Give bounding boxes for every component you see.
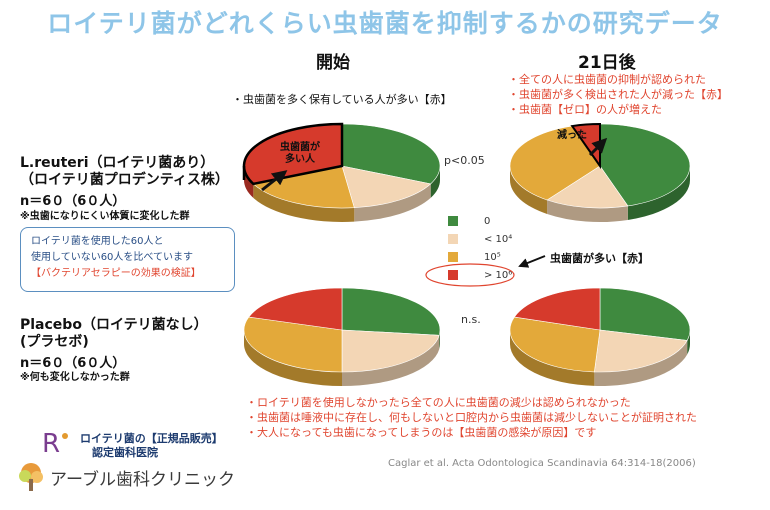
pie-label-many-1: 多い人 — [285, 152, 316, 165]
bottom-note-2: ・虫歯菌は唾液中に存在し、何もしないと口腔内から虫歯菌は減少しないことが証明され… — [246, 411, 697, 424]
group-reuteri-n: n＝6０（6０人） — [20, 194, 126, 209]
pie-label-decreased: 減った — [557, 128, 587, 141]
pie-slice-1-0 — [599, 123, 691, 207]
pie-slice-3-0 — [599, 287, 691, 341]
brand-line1: ロイテリ菌の【正規品販売】 — [80, 432, 223, 445]
group-placebo-n: n＝6０（6０人） — [20, 356, 126, 371]
pie-side-3-2 — [510, 330, 595, 386]
brand-line2: 認定歯科医院 — [92, 446, 158, 459]
tree-logo-icon — [19, 463, 43, 491]
legend-highlight-ellipse — [425, 263, 515, 287]
pie-slice-0-2 — [252, 165, 355, 209]
svg-text:R: R — [42, 429, 60, 459]
highlight-outline-many — [242, 122, 344, 186]
arrow-legend-icon — [518, 255, 546, 268]
column-head-day21: 21日後 — [578, 53, 636, 73]
group-reuteri-name: L.reuteri（ロイテリ菌あり） — [20, 155, 215, 171]
callout-line1: ロイテリ菌を使用した60人と — [31, 236, 164, 247]
bottom-note-1: ・ロイテリ菌を使用しなかったら全ての人に虫歯菌の減少は認められなかった — [246, 396, 631, 409]
legend-swatch-2 — [448, 252, 458, 262]
legend-label-0: 0 — [484, 215, 491, 227]
page-title: ロイテリ菌がどれくらい虫歯菌を抑制するかの研究データ — [47, 9, 723, 38]
legend-label-2: 10⁵ — [484, 251, 501, 263]
callout-line2: 使用していない60人を比べています — [31, 252, 194, 263]
pie-slice-1-2 — [509, 125, 601, 201]
pie-side-0-3 — [244, 166, 254, 198]
legend-label-3: > 10⁶ — [484, 269, 513, 281]
legend-item: < 10⁴ — [448, 232, 512, 246]
note-day21-2: ・虫歯菌が多く検出された人が減った【赤】 — [508, 88, 728, 101]
legend-swatch-0 — [448, 216, 458, 226]
highlight-outline-decreased — [570, 122, 601, 170]
legend-swatch-3 — [448, 270, 458, 280]
clinic-name: アーブル歯科クリニック — [50, 470, 235, 490]
group-placebo-sub: (プラセボ) — [20, 334, 89, 350]
pie-side-1-2 — [510, 166, 548, 214]
legend-item: > 10⁶ — [448, 268, 512, 282]
callout-line3: 【バクテリアセラピーの効果の検証】 — [31, 268, 201, 279]
stat-placebo: n.s. — [461, 313, 481, 326]
brand-label: ロイテリ菌の【正規品販売】 認定歯科医院 — [80, 432, 223, 460]
comparison-callout: ロイテリ菌を使用した60人と 使用していない60人を比べています 【バクテリアセ… — [20, 227, 235, 292]
group-reuteri-strain: （ロイテリ菌プロデンティス株） — [20, 172, 229, 188]
column-head-start: 開始 — [316, 53, 350, 73]
pie-side-1-1 — [547, 199, 628, 222]
pie-slice-2-3 — [248, 287, 343, 331]
pie-side-3-1 — [594, 340, 688, 386]
group-placebo-note: ※何も変化しなかった群 — [20, 372, 130, 383]
pie-slice-2-2 — [243, 316, 343, 373]
pie-slice-3-3 — [513, 287, 601, 331]
pie-side-0-0 — [430, 166, 440, 198]
pie-side-0-2 — [253, 183, 355, 222]
pie-slice-2-1 — [341, 329, 440, 373]
pie-side-2-2 — [244, 330, 342, 386]
pie-slice-0-1 — [341, 165, 432, 208]
pie-slice-0-0 — [341, 123, 441, 185]
legend-label-1: < 10⁴ — [484, 233, 513, 245]
bottom-note-3: ・大人になっても虫歯になってしまうのは【虫歯菌の感染が原因】です — [246, 426, 597, 439]
pie-label-many-0: 虫歯菌が — [280, 140, 321, 153]
arrow-decreased-icon — [588, 137, 608, 157]
pie-slice-3-2 — [509, 316, 601, 373]
note-day21-3: ・虫歯菌【ゼロ】の人が増えた — [508, 103, 662, 116]
legend-arrow-note: 虫歯菌が多い【赤】 — [550, 252, 649, 265]
arrow-many-icon — [261, 170, 288, 192]
group-reuteri-note: ※虫歯になりにくい体質に変化した群 — [20, 211, 190, 222]
brand-logo-icon: R — [42, 429, 68, 459]
group-placebo-name: Placebo（ロイテリ菌なし） — [20, 317, 208, 333]
legend-item: 10⁵ — [448, 250, 501, 264]
legend: 0 < 10⁴ 10⁵ > 10⁶ — [448, 214, 528, 284]
pie-side-2-1 — [342, 335, 440, 386]
note-start-top: ・虫歯菌を多く保有している人が多い【赤】 — [232, 93, 452, 106]
legend-swatch-1 — [448, 234, 458, 244]
citation: Caglar et al. Acta Odontologica Scandina… — [388, 458, 696, 469]
stat-reuteri: p<0.05 — [444, 154, 485, 167]
pie-slice-2-0 — [341, 287, 441, 336]
pie-side-0-1 — [354, 183, 431, 222]
pie-slice-1-1 — [546, 165, 629, 209]
note-day21-1: ・全ての人に虫歯菌の抑制が認められた — [508, 73, 706, 86]
legend-item: 0 — [448, 214, 490, 228]
pie-slice-3-1 — [594, 329, 688, 373]
pie-side-1-0 — [627, 166, 690, 220]
